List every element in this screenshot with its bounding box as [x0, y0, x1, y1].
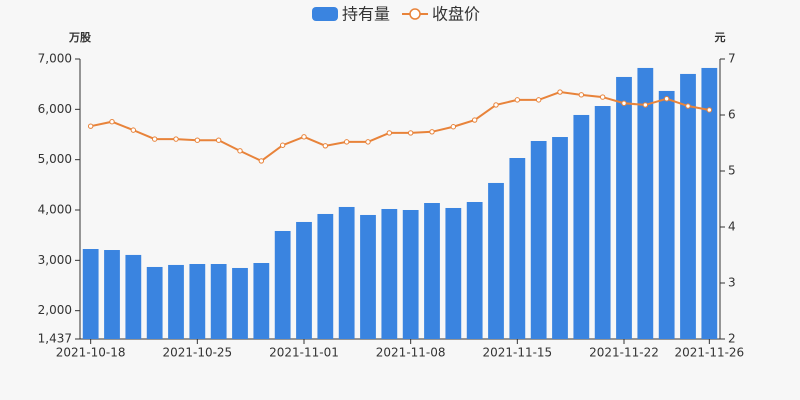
bar [445, 207, 462, 339]
y-tick-label: 3,000 [38, 253, 72, 267]
price-point [642, 102, 649, 108]
bar [274, 230, 291, 339]
y2-tick-label: 6 [728, 108, 736, 122]
bar [210, 264, 227, 339]
bar [530, 140, 547, 339]
x-tick-label: 2021-11-26 [674, 346, 744, 360]
bar [338, 206, 355, 339]
legend-swatch [312, 7, 338, 21]
price-point [429, 129, 435, 135]
price-point [407, 130, 414, 136]
bar [573, 114, 590, 339]
y-tick-label: 4,000 [38, 202, 72, 216]
bar [125, 254, 142, 339]
bar [424, 203, 440, 339]
y2-tick-label: 3 [728, 276, 736, 290]
bar [552, 137, 568, 339]
price-point [621, 100, 627, 106]
bar [82, 249, 99, 339]
price-point [663, 96, 670, 102]
bar [232, 267, 248, 339]
bar [296, 221, 312, 339]
price-point [258, 158, 265, 164]
price-point [365, 139, 371, 145]
bar [104, 250, 120, 339]
bar [168, 264, 184, 339]
bar [594, 106, 611, 339]
price-point [130, 127, 137, 133]
x-tick-label: 2021-11-01 [269, 346, 339, 360]
bar [253, 262, 270, 339]
bar [317, 213, 334, 339]
bar [189, 264, 206, 339]
y-tick-label: 1,437 [38, 332, 72, 346]
x-tick-label: 2021-11-15 [482, 346, 552, 360]
y2-unit: 元 [715, 31, 726, 44]
price-point [87, 123, 94, 129]
price-point [493, 102, 499, 108]
bar [658, 90, 675, 339]
bar [360, 214, 376, 339]
y-tick-label: 2,000 [38, 303, 72, 317]
price-point [450, 124, 457, 130]
price-point [535, 97, 542, 103]
price-line [90, 91, 710, 163]
bar [402, 209, 419, 339]
bar [381, 208, 398, 339]
price-point [578, 92, 585, 98]
price-point [301, 134, 307, 140]
legend-label: 收盘价 [432, 5, 480, 24]
bar [488, 182, 504, 339]
price-point [322, 143, 329, 149]
y2-tick-label: 5 [728, 164, 736, 178]
price-point [685, 103, 691, 109]
y-tick-label: 6,000 [38, 102, 72, 116]
x-tick-label: 2021-10-18 [56, 346, 126, 360]
price-point [109, 119, 115, 125]
price-point [279, 142, 286, 148]
y-tick-label: 5,000 [38, 152, 72, 166]
y-tick-label: 7,000 [38, 52, 72, 66]
y-unit: 万股 [68, 31, 92, 44]
price-point [343, 139, 350, 145]
price-point [173, 136, 179, 142]
bar [146, 266, 163, 339]
bar [509, 158, 526, 339]
price-point [386, 130, 393, 136]
price-point [599, 94, 606, 100]
price-point [194, 137, 201, 143]
x-tick-label: 2021-10-25 [162, 346, 232, 360]
price-point [706, 107, 713, 113]
price-point [237, 148, 243, 154]
bar [466, 201, 483, 339]
x-tick-label: 2021-11-08 [376, 346, 446, 360]
y2-tick-label: 4 [728, 220, 736, 234]
price-point [471, 117, 478, 123]
bar [616, 76, 632, 339]
y2-tick-label: 2 [728, 332, 736, 346]
price-point [557, 89, 563, 95]
bar [637, 67, 654, 339]
bar [701, 67, 718, 339]
legend-label: 持有量 [342, 5, 390, 24]
y2-tick-label: 7 [728, 52, 736, 66]
price-point [215, 137, 222, 143]
bar [680, 73, 696, 340]
x-tick-label: 2021-11-22 [589, 346, 659, 360]
legend-swatch-marker [409, 8, 421, 20]
price-point [514, 97, 521, 103]
price-point [151, 136, 158, 142]
